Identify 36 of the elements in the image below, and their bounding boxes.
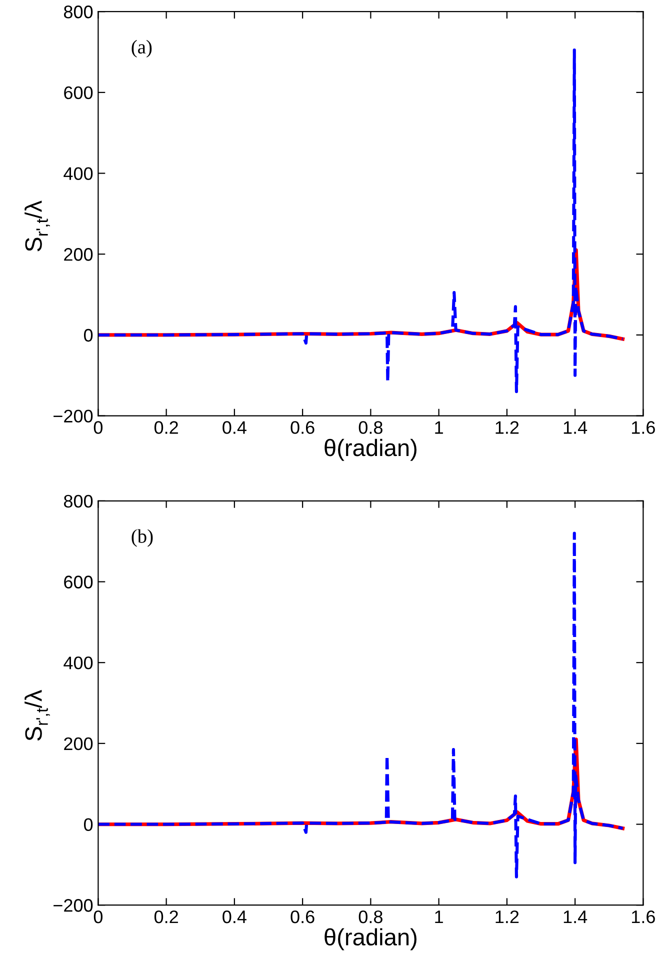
x-tick-label: 0.6 [290,910,314,924]
y-tick-label: 400 [64,167,93,180]
x-tick-label: 1.6 [632,421,655,434]
y-tick-label: −200 [54,899,93,912]
y-tick-label: −200 [54,410,93,423]
y-tick-label: 0 [84,818,93,831]
y-tick-label: 600 [64,86,93,100]
x-tick-label: 0.2 [154,421,178,434]
annotation: (b) [132,529,153,547]
x-tick-label: 0.4 [222,910,246,924]
x-tick-label: 0 [94,910,103,924]
x-tick-label: 1.4 [564,910,588,924]
y-tick-label: 800 [64,494,93,508]
annotation: (a) [132,40,152,58]
y-axis-title: Sr',t/λ [24,200,50,252]
x-tick-label: 1.2 [496,421,519,434]
x-tick-label: 1.2 [496,910,519,924]
y-tick-label: 600 [64,576,93,588]
y-tick-label: 0 [84,328,93,342]
x-axis-title: θ(radian) [324,438,416,461]
y-axis-title: Sr',t/λ [24,690,50,741]
y-tick-label: 200 [64,248,93,261]
x-tick-label: 0.6 [290,421,314,434]
y-tick-label: 400 [64,656,93,670]
y-tick-label: 800 [64,6,93,18]
x-axis-title: θ(radian) [324,928,416,950]
x-tick-label: 0.8 [358,421,382,434]
y-tick-label: 200 [64,737,93,750]
x-tick-label: 1.4 [564,421,588,434]
x-tick-label: 0.2 [154,910,178,924]
x-tick-label: 0 [94,421,103,434]
x-tick-label: 0.8 [358,910,382,924]
x-tick-label: 0.4 [222,421,246,434]
x-tick-label: 1.6 [632,910,655,924]
x-tick-label: 1 [435,910,443,924]
x-tick-label: 1 [435,421,443,434]
